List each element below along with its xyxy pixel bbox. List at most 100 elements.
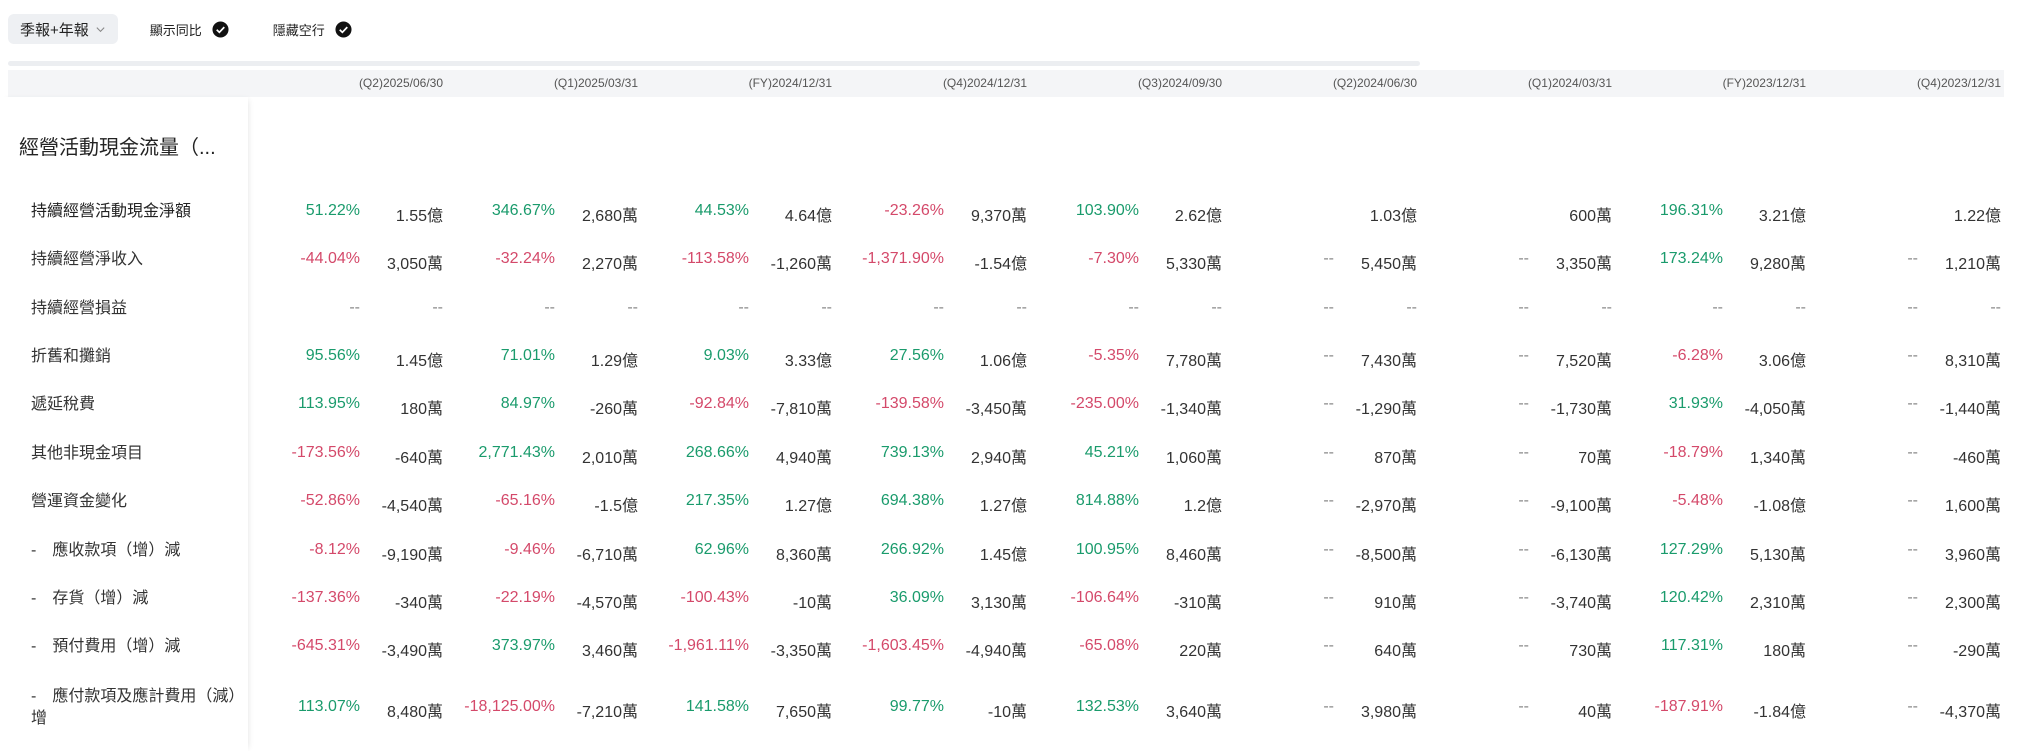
yoy-cell: -100.43% [680,589,750,606]
yoy-cell: -18,125.00% [464,698,555,715]
yoy-cell: -- [1323,637,1334,654]
value-cell: -9,190萬 [381,547,443,564]
value-cell: 7,650萬 [775,704,832,721]
toggle-show-yoy-label: 顯示同比 [149,22,202,38]
yoy-cell: 45.21% [1084,444,1139,461]
value-cell: 40萬 [1578,704,1612,721]
yoy-cell: -- [1907,347,1918,364]
yoy-cell: -- [1907,492,1918,509]
toggle-show-yoy[interactable]: 顯示同比 [150,20,229,39]
yoy-cell: 739.13% [880,444,944,461]
yoy-cell: -- [1518,395,1529,412]
yoy-cell: -- [1323,395,1334,412]
column-header: (Q4)2023/12/31 [1916,76,2001,90]
yoy-cell: -7.30% [1088,250,1139,267]
value-cell: -- [1601,299,1612,316]
yoy-cell: -- [1323,589,1334,606]
yoy-cell: -- [349,299,360,316]
value-cell: -460萬 [1952,450,2001,467]
yoy-cell: 373.97% [491,637,555,654]
value-cell: -1.84億 [1753,704,1806,721]
value-cell: 640萬 [1374,643,1417,660]
value-cell: -3,490萬 [381,643,443,660]
value-cell: 3,460萬 [581,643,638,660]
value-cell: -340萬 [394,595,443,612]
value-cell: 2,300萬 [1944,595,2001,612]
value-cell: 9,370萬 [970,208,1027,225]
value-cell: 2,680萬 [581,208,638,225]
toggle-hide-empty-rows[interactable]: 隱藏空行 [273,20,352,39]
yoy-cell: -- [1128,299,1139,316]
column-header: (Q1)2025/03/31 [553,76,638,90]
value-cell: 1.29億 [590,353,638,370]
yoy-cell: -44.04% [300,250,360,267]
value-cell: 3,960萬 [1944,547,2001,564]
yoy-cell: -- [1907,395,1918,412]
value-cell: -- [1795,299,1806,316]
yoy-cell: -113.58% [681,250,749,267]
value-cell: 1.45億 [979,547,1027,564]
value-cell: 1.03億 [1369,208,1417,225]
row-label: - 應收款項（增）減 [31,542,181,559]
value-cell: 3,640萬 [1165,704,1222,721]
value-cell: 4,940萬 [775,450,832,467]
yoy-cell: -- [1323,698,1334,715]
value-cell: -10萬 [792,595,832,612]
value-cell: -4,940萬 [965,643,1027,660]
value-cell: 3,980萬 [1360,704,1417,721]
yoy-cell: 141.58% [685,698,749,715]
chevron-down-icon [96,26,105,32]
value-cell: -7,210萬 [576,704,638,721]
value-cell: -- [432,299,443,316]
value-cell: -- [1990,299,2001,316]
yoy-cell: -5.35% [1088,347,1139,364]
value-cell: -310萬 [1173,595,1222,612]
row-label: 持續經營損益 [31,300,128,317]
value-cell: -- [1016,299,1027,316]
period-select[interactable]: 季報+年報 [8,14,118,44]
value-cell: -6,710萬 [576,547,638,564]
yoy-cell: -9.46% [504,541,555,558]
value-cell: 8,460萬 [1165,547,1222,564]
horizontal-scrollbar[interactable] [8,61,1420,66]
check-circle-icon [335,20,352,38]
value-cell: -4,370萬 [1939,704,2001,721]
row-label: 持續經營淨收入 [31,251,144,268]
yoy-cell: -- [544,299,555,316]
value-cell: 180萬 [1763,643,1806,660]
yoy-cell: 113.07% [298,698,360,715]
column-header: (FY)2023/12/31 [1722,76,1806,90]
yoy-cell: -22.19% [495,589,555,606]
yoy-cell: -- [1907,637,1918,654]
yoy-cell: 95.56% [305,347,360,364]
value-cell: -- [1406,299,1417,316]
value-cell: -1.08億 [1753,498,1806,515]
value-cell: 7,780萬 [1165,353,1222,370]
row-label-column [0,97,248,751]
yoy-cell: 196.31% [1659,202,1723,219]
value-cell: 70萬 [1578,450,1612,467]
value-cell: 730萬 [1569,643,1612,660]
value-cell: 7,430萬 [1360,353,1417,370]
yoy-cell: -65.08% [1079,637,1139,654]
yoy-cell: -- [1712,299,1723,316]
row-label: - 預付費用（增）減 [31,638,181,655]
yoy-cell: 694.38% [880,492,944,509]
value-cell: 1.22億 [1953,208,2001,225]
column-header: (FY)2024/12/31 [748,76,832,90]
row-label: - 存貨（增）減 [31,590,149,607]
column-header: (Q2)2024/06/30 [1332,76,1417,90]
yoy-cell: -- [1323,299,1334,316]
yoy-cell: -645.31% [291,637,361,654]
yoy-cell: -106.64% [1070,589,1140,606]
value-cell: -- [821,299,832,316]
value-cell: -8,500萬 [1355,547,1417,564]
value-cell: 3.21億 [1758,208,1806,225]
value-cell: 3.06億 [1758,353,1806,370]
yoy-cell: 127.29% [1659,541,1723,558]
yoy-cell: -- [1323,541,1334,558]
yoy-cell: -173.56% [291,444,361,461]
check-circle-icon [212,20,229,38]
yoy-cell: 266.92% [880,541,944,558]
value-cell: 8,480萬 [386,704,443,721]
